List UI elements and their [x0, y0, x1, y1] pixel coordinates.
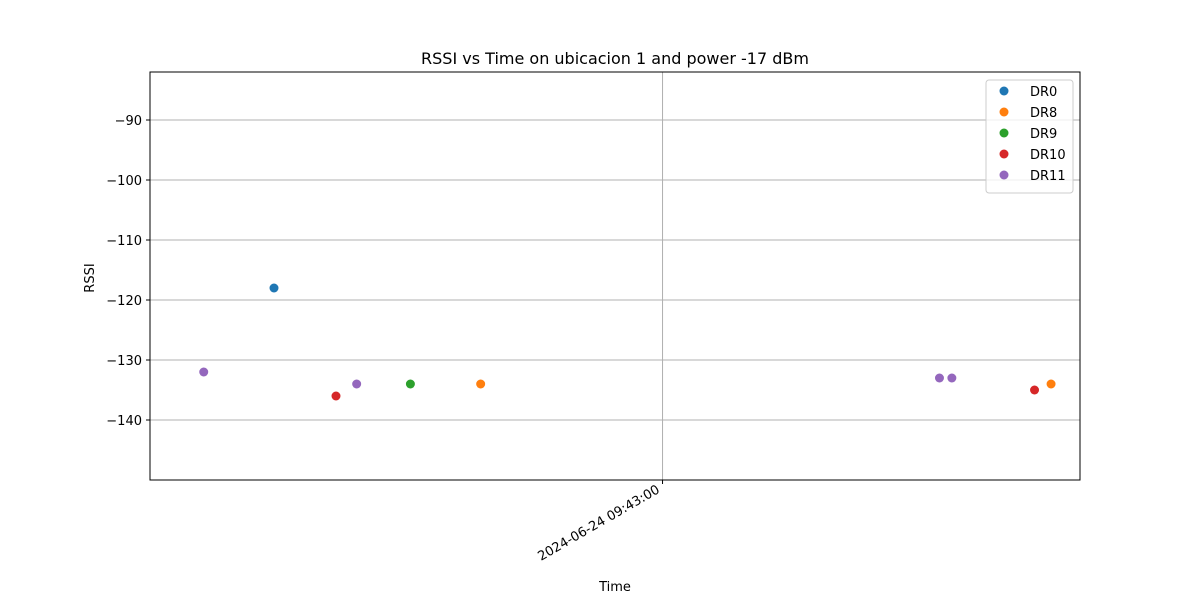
legend-box [985, 79, 1074, 194]
chart-title: RSSI vs Time on ubicacion 1 and power -1… [421, 49, 809, 68]
legend-marker-dr11 [999, 170, 1009, 180]
legend-label-dr10: DR10 [1030, 148, 1066, 163]
legend-label-dr11: DR11 [1030, 169, 1066, 184]
plot-frame [149, 71, 1081, 481]
y-tick-label: −130 [106, 354, 142, 369]
point-dr10 [1030, 385, 1040, 395]
legend-marker-dr10 [999, 149, 1009, 159]
legend-label-dr0: DR0 [1030, 85, 1057, 100]
point-dr8 [476, 379, 486, 389]
legend-marker-dr8 [999, 107, 1009, 117]
y-tick-label: −90 [115, 114, 142, 129]
y-tick-label: −100 [106, 174, 142, 189]
data-points [199, 283, 1056, 401]
point-dr11 [947, 373, 957, 383]
point-dr11 [934, 373, 944, 383]
y-tick-label: −110 [106, 234, 142, 249]
x-axis-label: Time [598, 580, 631, 595]
point-dr9 [405, 379, 415, 389]
point-dr8 [1046, 379, 1056, 389]
y-axis-ticks: −90 −100 −110 −120 −130 −140 [106, 114, 150, 429]
point-dr11 [352, 379, 362, 389]
legend-marker-dr9 [999, 128, 1009, 138]
legend-marker-dr0 [999, 86, 1009, 96]
y-axis-label: RSSI [83, 263, 98, 292]
legend-label-dr9: DR9 [1030, 127, 1057, 142]
legend: DR0 DR8 DR9 DR10 DR11 [985, 79, 1074, 194]
point-dr11 [199, 367, 209, 377]
y-tick-label: −120 [106, 294, 142, 309]
point-dr0 [269, 283, 279, 293]
y-tick-label: −140 [106, 414, 142, 429]
point-dr10 [331, 391, 341, 401]
grid-lines [150, 72, 1080, 480]
legend-label-dr8: DR8 [1030, 106, 1057, 121]
